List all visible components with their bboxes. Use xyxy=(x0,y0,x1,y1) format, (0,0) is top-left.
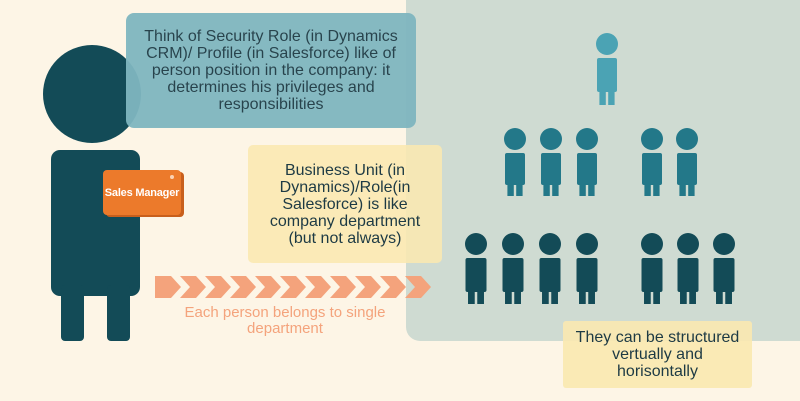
chevron-segment xyxy=(180,276,206,298)
person-icon xyxy=(504,128,526,196)
person-icon xyxy=(576,128,598,196)
badge-label: Sales Manager xyxy=(104,186,180,199)
chevron-segment xyxy=(230,276,256,298)
badge-dot-icon xyxy=(170,175,174,179)
chevron-segment xyxy=(355,276,381,298)
chevron-segment xyxy=(380,276,406,298)
chevron-segment xyxy=(155,276,181,298)
chevron-segment xyxy=(405,276,431,298)
person-icon xyxy=(539,233,561,304)
chevron-segment xyxy=(330,276,356,298)
person-icon xyxy=(641,233,663,304)
chevron-arrow-icon xyxy=(155,276,431,298)
business-unit-note: Business Unit (in Dynamics)/Role(in Sale… xyxy=(248,145,442,263)
chevron-segment xyxy=(280,276,306,298)
person-icon xyxy=(641,128,663,196)
arrow-caption: Each person belongs to single department xyxy=(184,304,386,337)
person-icon xyxy=(713,233,735,304)
person-icon xyxy=(502,233,524,304)
org-chart-people xyxy=(465,33,735,304)
chevron-segment xyxy=(255,276,281,298)
person-icon xyxy=(576,233,598,304)
role-badge: Sales Manager xyxy=(103,170,181,215)
person-icon xyxy=(677,233,699,304)
chevron-segment xyxy=(205,276,231,298)
structure-note: They can be structured vertually and hor… xyxy=(563,321,752,388)
person-icon xyxy=(676,128,698,196)
person-icon xyxy=(465,233,487,304)
chevron-segment xyxy=(305,276,331,298)
person-icon xyxy=(596,33,618,105)
person-icon xyxy=(540,128,562,196)
security-role-note: Think of Security Role (in Dynamics CRM)… xyxy=(126,13,416,128)
